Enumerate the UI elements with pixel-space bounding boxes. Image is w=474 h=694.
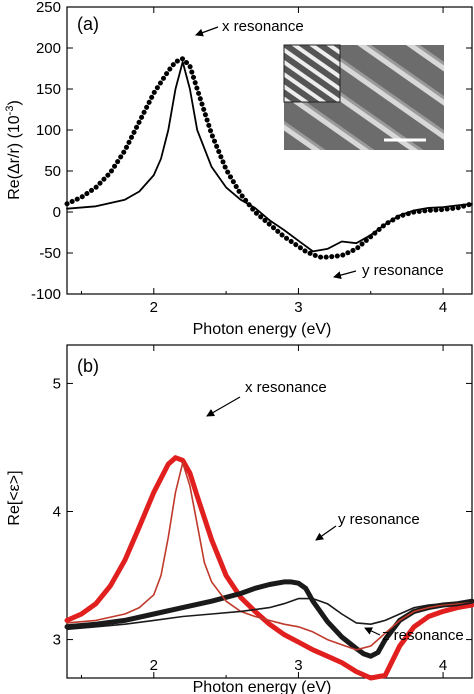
y-tick-label: 4: [53, 504, 61, 521]
z-resonance-label-b: z resonance: [382, 627, 464, 644]
y-resonance-arrow-a: [333, 270, 357, 280]
y-tick-label: 3: [53, 632, 61, 649]
y-tick-label: 250: [36, 0, 61, 16]
panel-b: 2 3 4 3 4 5 (b) x resonance y resonance z res…: [6, 344, 474, 694]
x-tick-label: 4: [439, 299, 447, 316]
y-resonance-arrow-b: [315, 525, 337, 541]
x-resonance-label-b: x resonance: [245, 379, 327, 396]
panel-b-label: (b): [77, 356, 99, 376]
panel-a: 2 3 4 -100 -50 0 50 100 150 200 250 (a) x resonanc…: [4, 0, 474, 338]
panel-a-ylabel: Re(Δr/r) (10-3): [4, 100, 23, 200]
y-tick-label: -100: [31, 286, 61, 303]
x-tick-label: 3: [294, 657, 302, 674]
panel-b-ylabel: Re[<ε>]: [6, 470, 23, 525]
y-tick-label: 200: [36, 40, 61, 57]
y-tick-label: 150: [36, 81, 61, 98]
z-resonance-arrow-b: [364, 627, 381, 636]
y-resonance-label-b: y resonance: [338, 511, 420, 528]
series-line-1: [64, 579, 474, 659]
y-tick-label: 50: [44, 163, 61, 180]
series-line-2: [66, 462, 473, 651]
y-tick-label: -50: [39, 245, 61, 262]
x-tick-label: 2: [150, 299, 158, 316]
y-tick-label: 0: [53, 204, 61, 221]
series-line-0: [64, 455, 474, 681]
panel-a-xlabel: Photon energy (eV): [193, 321, 332, 338]
x-resonance-arrow-a: [195, 26, 219, 37]
y-tick-label: 5: [53, 375, 61, 392]
x-tick-label: 3: [294, 299, 302, 316]
panel-a-ticks: 2 3 4 -100 -50 0 50 100 150 200 250: [31, 0, 472, 316]
x-tick-label: 4: [439, 657, 447, 674]
y-resonance-label-a: y resonance: [362, 262, 444, 279]
y-tick-label: 100: [36, 122, 61, 139]
panel-a-frame: [66, 6, 473, 295]
x-tick-label: 2: [150, 657, 158, 674]
panel-b-xlabel: Photon energy (eV): [193, 679, 332, 694]
panel-b-ticks: 2 3 4 3 4 5: [53, 345, 472, 678]
series-line-3: [66, 597, 473, 631]
panel-b-series: [64, 455, 474, 681]
panel-a-series: [64, 56, 474, 260]
panel-a-label: (a): [77, 14, 99, 34]
x-resonance-arrow-b: [206, 396, 241, 417]
sem-inset-image: [283, 44, 444, 150]
x-resonance-label-a: x resonance: [222, 18, 304, 35]
series-line-1: [66, 61, 473, 253]
